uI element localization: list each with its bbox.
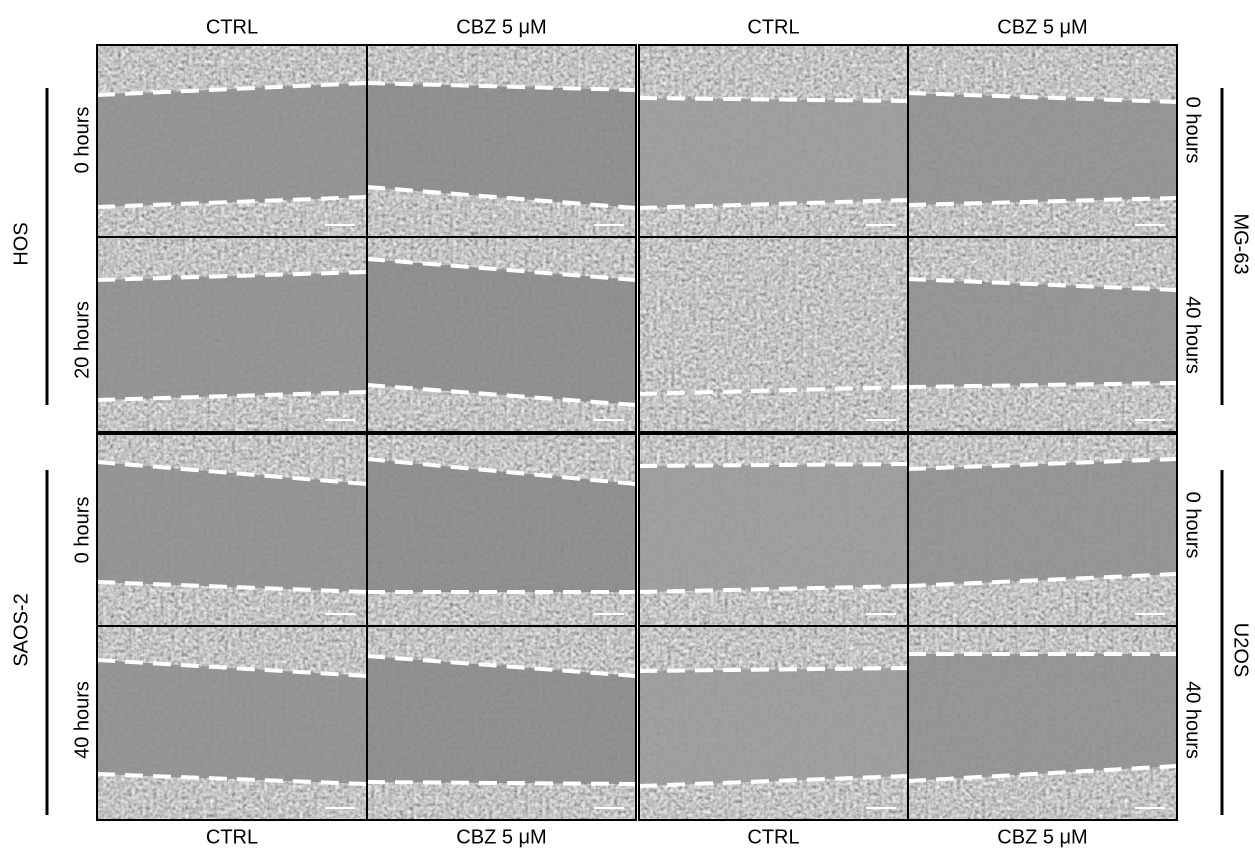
wound-edge xyxy=(366,257,637,282)
row-label: 0 hours xyxy=(71,107,93,174)
wound-area xyxy=(639,98,908,208)
group-label: SAOS-2 xyxy=(10,593,32,666)
micrograph xyxy=(366,236,637,433)
micrograph xyxy=(907,236,1178,433)
column-label: CBZ 5 μM xyxy=(997,16,1087,38)
row-label: 0 hours xyxy=(1182,97,1204,164)
row-label: 40 hours xyxy=(71,681,93,759)
micrograph xyxy=(96,236,368,433)
wound-area xyxy=(367,459,636,592)
wound-edge xyxy=(907,277,1178,292)
wound-area xyxy=(97,462,367,592)
wound-area xyxy=(367,259,636,405)
wound-edge xyxy=(638,385,909,396)
panel-border xyxy=(366,236,637,433)
wound-edge xyxy=(96,772,368,786)
wound-edge xyxy=(366,780,637,786)
row-label: 40 hours xyxy=(1182,296,1204,374)
wound-edge xyxy=(638,584,909,594)
column-label: CTRL xyxy=(206,16,258,38)
wound-edge xyxy=(96,460,368,486)
wound-edge xyxy=(366,457,637,486)
column-label: CTRL xyxy=(747,16,799,38)
wound-area xyxy=(97,83,367,207)
micrograph xyxy=(907,433,1178,627)
labels: CTRL CBZ 5 μM CTRL CBZ 5 μM CTRL CBZ 5 μM CTRL… xyxy=(10,16,1251,848)
wound-edge xyxy=(907,381,1178,389)
wound-edge xyxy=(907,196,1178,207)
wound-edge xyxy=(907,457,1178,471)
micrograph xyxy=(907,625,1178,821)
micrograph xyxy=(96,44,368,238)
column-label: CBZ 5 μM xyxy=(997,826,1087,848)
micrograph xyxy=(96,625,368,821)
wound-edge xyxy=(96,270,368,282)
wound-area xyxy=(97,272,367,400)
micrograph xyxy=(366,625,637,821)
group-label: U2OS xyxy=(1230,623,1252,677)
wound-edge xyxy=(366,383,637,407)
micrograph xyxy=(638,625,909,821)
wound-area xyxy=(908,459,1177,586)
wound-area xyxy=(97,660,367,784)
wound-edge xyxy=(96,580,368,594)
row-label: 0 hours xyxy=(71,497,93,564)
micrograph xyxy=(96,433,368,627)
column-label: CTRL xyxy=(206,826,258,848)
cell-texture xyxy=(639,237,908,432)
group-label: HOS xyxy=(10,222,32,265)
wound-edge xyxy=(638,198,909,210)
micrograph xyxy=(638,236,909,433)
micrograph xyxy=(366,433,637,627)
wound-edge xyxy=(96,195,368,209)
wound-edge xyxy=(907,91,1178,104)
wound-edge xyxy=(96,81,368,97)
wound-area xyxy=(908,654,1177,781)
wound-area xyxy=(908,279,1177,387)
wound-edge xyxy=(907,764,1178,783)
wound-area xyxy=(367,656,636,784)
panels xyxy=(96,44,1178,821)
wound-edge xyxy=(638,96,909,103)
micrograph xyxy=(907,44,1178,238)
wound-edge xyxy=(638,666,909,673)
row-label: 40 hours xyxy=(1182,681,1204,759)
panel-border xyxy=(366,625,637,821)
column-label: CTRL xyxy=(747,826,799,848)
panel-border xyxy=(907,625,1178,821)
panel-border xyxy=(907,236,1178,433)
wound-edge xyxy=(638,462,909,468)
group-label: MG-63 xyxy=(1230,213,1252,274)
wound-area xyxy=(908,93,1177,205)
row-label: 0 hours xyxy=(1182,492,1204,559)
row-label: 20 hours xyxy=(71,301,93,379)
micrograph xyxy=(638,433,909,627)
column-label: CBZ 5 μM xyxy=(456,16,546,38)
wound-area xyxy=(639,668,908,786)
wound-edge xyxy=(638,774,909,788)
wound-edge xyxy=(96,390,368,402)
wound-edge xyxy=(366,185,637,210)
wound-edge xyxy=(96,658,368,678)
wound-edge xyxy=(907,572,1178,588)
wound-edge xyxy=(366,81,637,92)
wound-area xyxy=(367,83,636,208)
wound-area xyxy=(639,464,908,592)
micrograph xyxy=(366,44,637,238)
micrograph xyxy=(638,44,909,238)
column-label: CBZ 5 μM xyxy=(456,826,546,848)
wound-edge xyxy=(366,654,637,678)
